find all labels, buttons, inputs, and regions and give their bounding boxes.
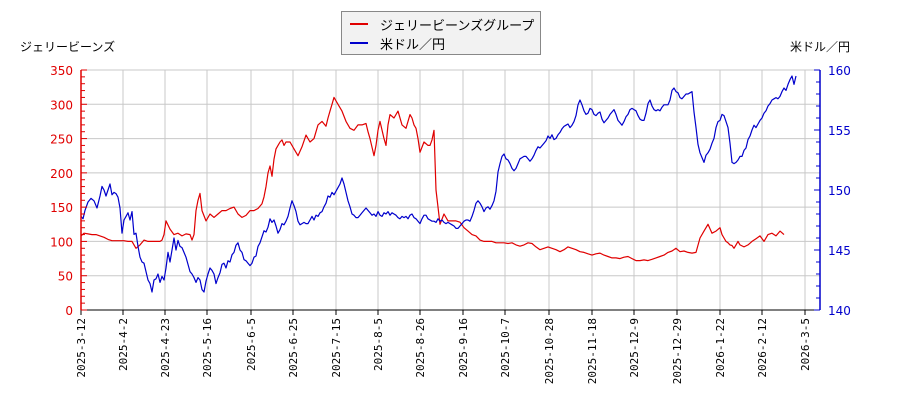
left-tick-label: 0 <box>65 304 73 318</box>
x-tick-label: 2025-12-29 <box>671 318 684 384</box>
x-tick-label: 2025-12-9 <box>628 318 641 378</box>
x-tick-label: 2026-1-22 <box>714 318 727 378</box>
series-layer <box>80 75 797 293</box>
right-tick-label: 155 <box>828 124 851 138</box>
legend-label: ジェリービーンズグループ <box>380 18 535 34</box>
chart-legend: ジェリービーンズグループ 米ドル／円 <box>341 11 541 55</box>
left-tick-label: 150 <box>50 201 73 215</box>
legend-swatch-red <box>350 23 368 25</box>
x-tick-label: 2025-4-2 <box>117 318 130 371</box>
x-tick-label: 2026-2-12 <box>756 318 769 378</box>
x-tick-label: 2025-6-5 <box>245 318 258 371</box>
x-tick-label: 2025-5-16 <box>201 318 214 378</box>
x-tick-label: 2025-10-28 <box>543 318 556 384</box>
legend-item-jellybeans: ジェリービーンズグループ <box>350 15 535 34</box>
x-tick-label: 2025-6-25 <box>287 318 300 378</box>
right-axis-title: 米ドル／円 <box>790 40 851 54</box>
x-tick-label: 2025-8-26 <box>414 318 427 378</box>
left-tick-label: 250 <box>50 133 73 147</box>
legend-label: 米ドル／円 <box>380 37 446 53</box>
left-tick-label: 200 <box>50 167 73 181</box>
left-tick-label: 350 <box>50 64 73 78</box>
left-tick-label: 100 <box>50 235 73 249</box>
x-tick-label: 2025-7-15 <box>330 318 343 378</box>
legend-swatch-blue <box>350 42 368 44</box>
usdjpy-rate-line <box>80 75 797 293</box>
x-tick-label: 2025-3-12 <box>75 318 88 378</box>
x-tick-label: 2025-10-7 <box>499 318 512 378</box>
right-tick-label: 160 <box>828 64 851 78</box>
x-tick-label: 2026-3-5 <box>799 318 812 371</box>
right-tick-label: 145 <box>828 244 851 258</box>
axes: 2025-3-12 2025-4-2 2025-4-23 2025-5-16 2025-… <box>50 64 851 384</box>
jellybeans-price-line <box>80 96 785 262</box>
x-tick-label: 2025-8-5 <box>372 318 385 371</box>
left-tick-label: 300 <box>50 98 73 112</box>
x-tick-label: 2025-11-18 <box>586 318 599 384</box>
right-tick-label: 150 <box>828 184 851 198</box>
x-tick-label: 2025-9-16 <box>457 318 470 378</box>
left-axis-title: ジェリービーンズ <box>20 40 116 54</box>
right-tick-label: 140 <box>828 304 851 318</box>
left-tick-label: 50 <box>58 270 73 284</box>
legend-item-usdjpy: 米ドル／円 <box>350 34 446 53</box>
x-tick-label: 2025-4-23 <box>159 318 172 378</box>
